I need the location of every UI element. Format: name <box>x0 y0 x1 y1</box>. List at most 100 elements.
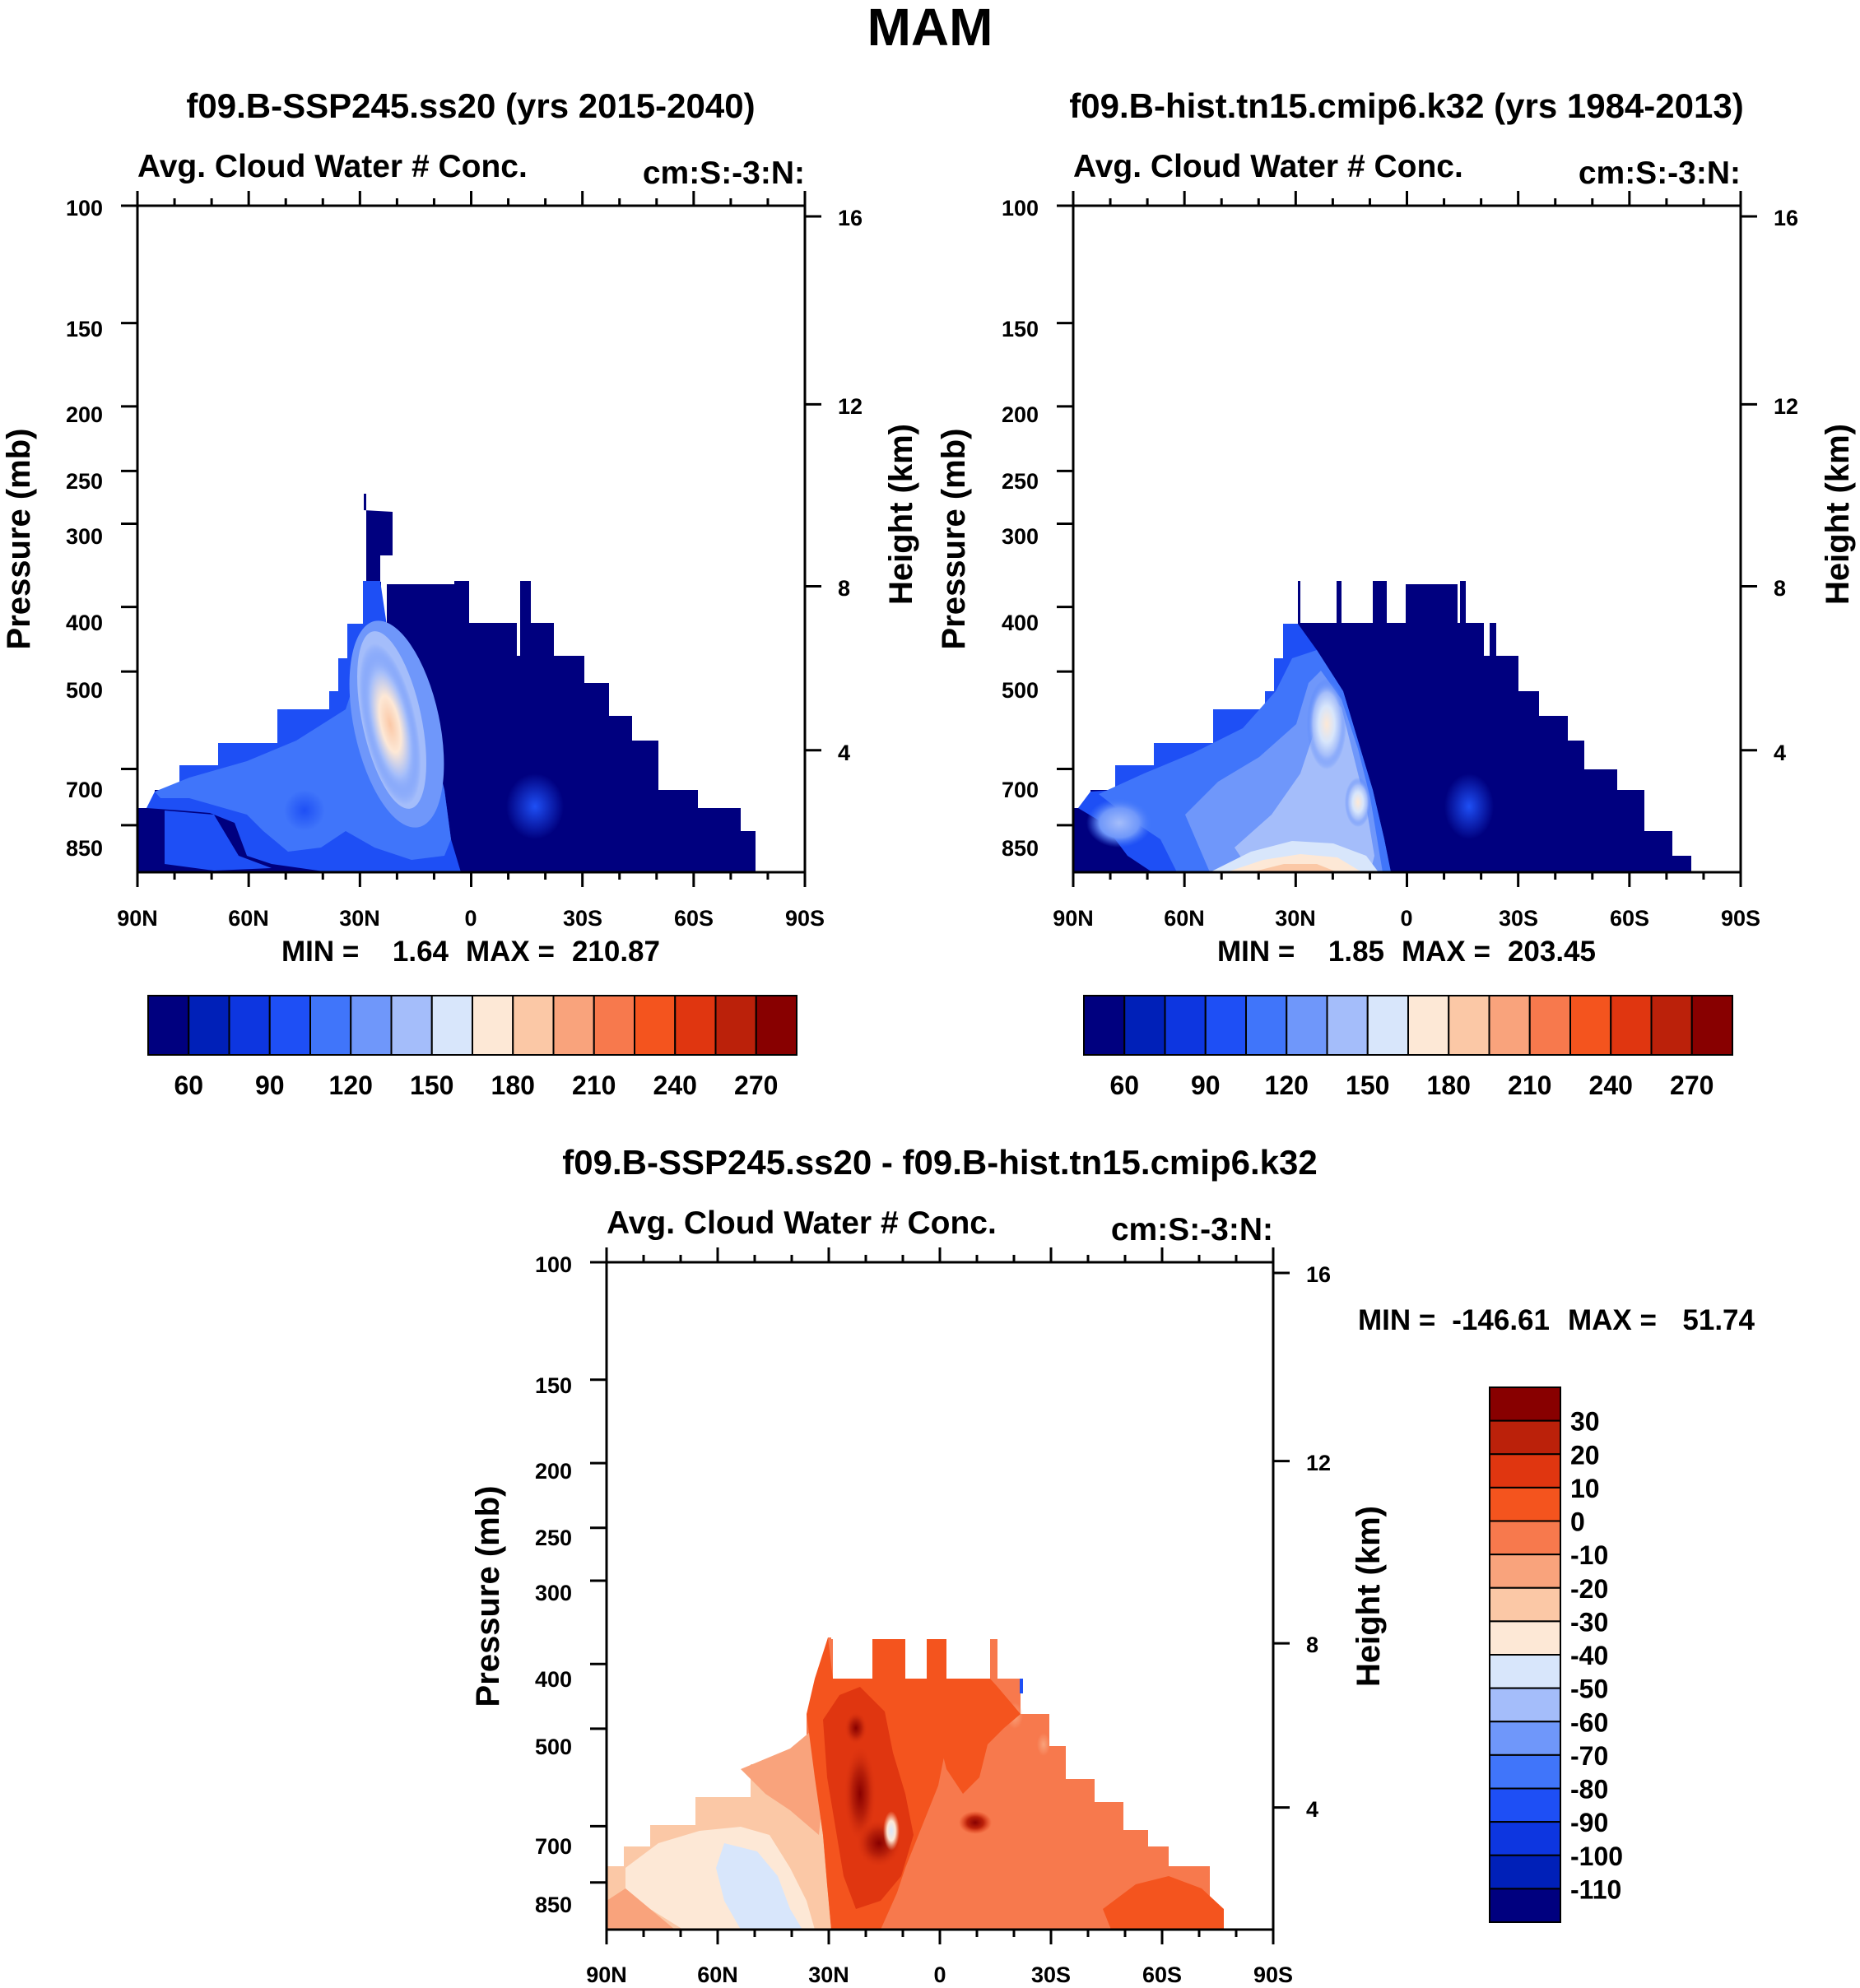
panel-1-ytick: 400 <box>66 611 103 635</box>
panel-3-xtick: 30N <box>808 1962 849 1987</box>
colorbar-label: -80 <box>1570 1775 1608 1805</box>
panel-3-y-labels: 100 150 200 250 300 400 500 700 850 <box>535 1252 572 1917</box>
colorbar-swatch <box>1488 995 1531 1056</box>
colorbar-swatch <box>1489 1687 1561 1723</box>
panel-2-ytick: 250 <box>1002 469 1039 494</box>
panel-2-ytick: 200 <box>1002 402 1039 427</box>
colorbar-swatch <box>1489 1854 1561 1890</box>
panel-1-ytick: 700 <box>66 778 103 802</box>
colorbar-label: 180 <box>491 1071 535 1100</box>
colorbar-label: 0 <box>1570 1507 1585 1537</box>
panel-3-left-string: Avg. Cloud Water # Conc. <box>607 1205 997 1241</box>
colorbar-swatch <box>1245 995 1288 1056</box>
panel-1-blob-a <box>506 773 564 839</box>
panel-3-dark-core-c <box>844 1712 867 1744</box>
colorbar-swatch <box>1528 995 1571 1056</box>
panel-1-xtick: 60N <box>228 906 269 931</box>
panel-2-stats: MIN = 1.85 MAX = 203.45 <box>1217 936 1596 968</box>
colorbar-swatch <box>1407 995 1450 1056</box>
colorbar-label: 270 <box>1670 1071 1714 1100</box>
colorbar-swatch <box>1690 995 1733 1056</box>
colorbar-swatch <box>268 995 311 1056</box>
panel-2-xtick: 60N <box>1164 906 1205 931</box>
panel-1-xtick: 30N <box>339 906 380 931</box>
colorbar-swatch <box>593 995 635 1056</box>
panel-3-xtick: 90N <box>586 1962 627 1987</box>
colorbar-swatch <box>1489 1419 1561 1456</box>
colorbar-swatch <box>1448 995 1490 1056</box>
panel-1-stats: MIN = 1.64 MAX = 210.87 <box>281 936 660 968</box>
panel-3-xtick: 90S <box>1253 1962 1293 1987</box>
panel-2-ytick-right: 16 <box>1774 206 1798 230</box>
colorbar-label: -100 <box>1570 1842 1623 1871</box>
panel-3-xtick: 60N <box>697 1962 738 1987</box>
panel-1-title: f09.B-SSP245.ss20 (yrs 2015-2040) <box>186 86 755 125</box>
panel-2-ytick: 300 <box>1002 524 1039 549</box>
colorbar-swatch <box>512 995 555 1056</box>
panel-1-left-string: Avg. Cloud Water # Conc. <box>137 149 528 184</box>
colorbar-swatch <box>390 995 433 1056</box>
panel-3-ytick-right: 4 <box>1306 1797 1318 1822</box>
colorbar-label: 20 <box>1570 1440 1600 1470</box>
panel-2-blob-b <box>1086 798 1152 848</box>
panel-1-right-string: cm:S:-3:N: <box>643 156 805 191</box>
panel-1-ytick-right: 12 <box>838 394 863 419</box>
colorbar-label: 90 <box>255 1071 285 1100</box>
panel-1: f09.B-SSP245.ss20 (yrs 2015-2040) Avg. C… <box>1 86 919 1100</box>
colorbar-swatch <box>147 995 190 1056</box>
panel-1-xtick: 30S <box>563 906 602 931</box>
colorbar-swatch <box>1286 995 1328 1056</box>
colorbar-swatch <box>674 995 717 1056</box>
panel-1-min-value: 1.64 <box>393 936 449 968</box>
panel-3-min-label: MIN = <box>1358 1304 1435 1336</box>
panel-1-ytick: 100 <box>66 196 103 221</box>
colorbar-swatch <box>1204 995 1247 1056</box>
colorbar-label: -50 <box>1570 1674 1608 1704</box>
panel-1-ytick-right: 4 <box>838 741 850 765</box>
panel-1-y-labels: 100 150 200 250 300 400 500 700 850 <box>66 196 103 861</box>
panel-3-left-warm <box>741 1728 823 1835</box>
panel-2-ylabel: Pressure (mb) <box>936 429 972 650</box>
panel-1-ylabel: Pressure (mb) <box>1 429 37 650</box>
panel-2-right-string: cm:S:-3:N: <box>1579 156 1741 191</box>
colorbar-swatch <box>1489 1486 1561 1522</box>
panel-1-ytick: 300 <box>66 524 103 549</box>
panel-3-title: f09.B-SSP245.ss20 - f09.B-hist.tn15.cmip… <box>562 1143 1317 1182</box>
colorbar-label: 10 <box>1570 1474 1600 1503</box>
panel-3-ytick: 400 <box>535 1667 572 1692</box>
colorbar-label: -110 <box>1570 1874 1621 1904</box>
panel-2-core-b <box>1345 778 1371 827</box>
panel-1-ticks <box>121 191 821 887</box>
colorbar-label: 210 <box>572 1071 616 1100</box>
colorbar-swatch <box>188 995 230 1056</box>
colorbar-swatch <box>1569 995 1612 1056</box>
panel-3-light-blue <box>716 1843 802 1930</box>
colorbar-swatch <box>1489 1453 1561 1489</box>
colorbar-swatch <box>1489 1554 1561 1589</box>
panel-1-blob-b <box>284 790 325 831</box>
colorbar-swatch <box>552 995 595 1056</box>
panel-2-ytick-right: 8 <box>1774 576 1786 601</box>
panel-2-ticks <box>1057 191 1757 887</box>
panel-3-x-labels: 90N 60N 30N 0 30S 60S 90S <box>586 1962 1293 1987</box>
colorbar-swatch <box>1489 1620 1561 1656</box>
panel-2-core-a <box>1307 679 1346 769</box>
panel-3-ticks <box>590 1247 1290 1944</box>
panel-2-xtick: 0 <box>1400 906 1412 931</box>
colorbar-label: 30 <box>1570 1407 1600 1437</box>
panel-1-field <box>137 494 756 872</box>
panel-3-ytick: 100 <box>535 1252 572 1277</box>
colorbar-swatch <box>1489 1888 1561 1923</box>
panel-3-stats: MIN = -146.61 MAX = 51.74 <box>1358 1304 1755 1336</box>
colorbar-swatch <box>1489 1721 1561 1756</box>
panel-3-bottom-red <box>1103 1876 1224 1930</box>
panel-2-min-label: MIN = <box>1217 936 1295 968</box>
panel-3-ylabel-right: Height (km) <box>1351 1506 1387 1687</box>
colorbar-label: 120 <box>329 1071 373 1100</box>
panel-3-max-label: MAX = <box>1568 1304 1657 1336</box>
colorbar-label: -40 <box>1570 1641 1608 1670</box>
colorbar-swatch <box>1650 995 1693 1056</box>
panel-3-ylabel: Pressure (mb) <box>470 1486 506 1707</box>
panel-2-ytick: 850 <box>1002 836 1039 861</box>
